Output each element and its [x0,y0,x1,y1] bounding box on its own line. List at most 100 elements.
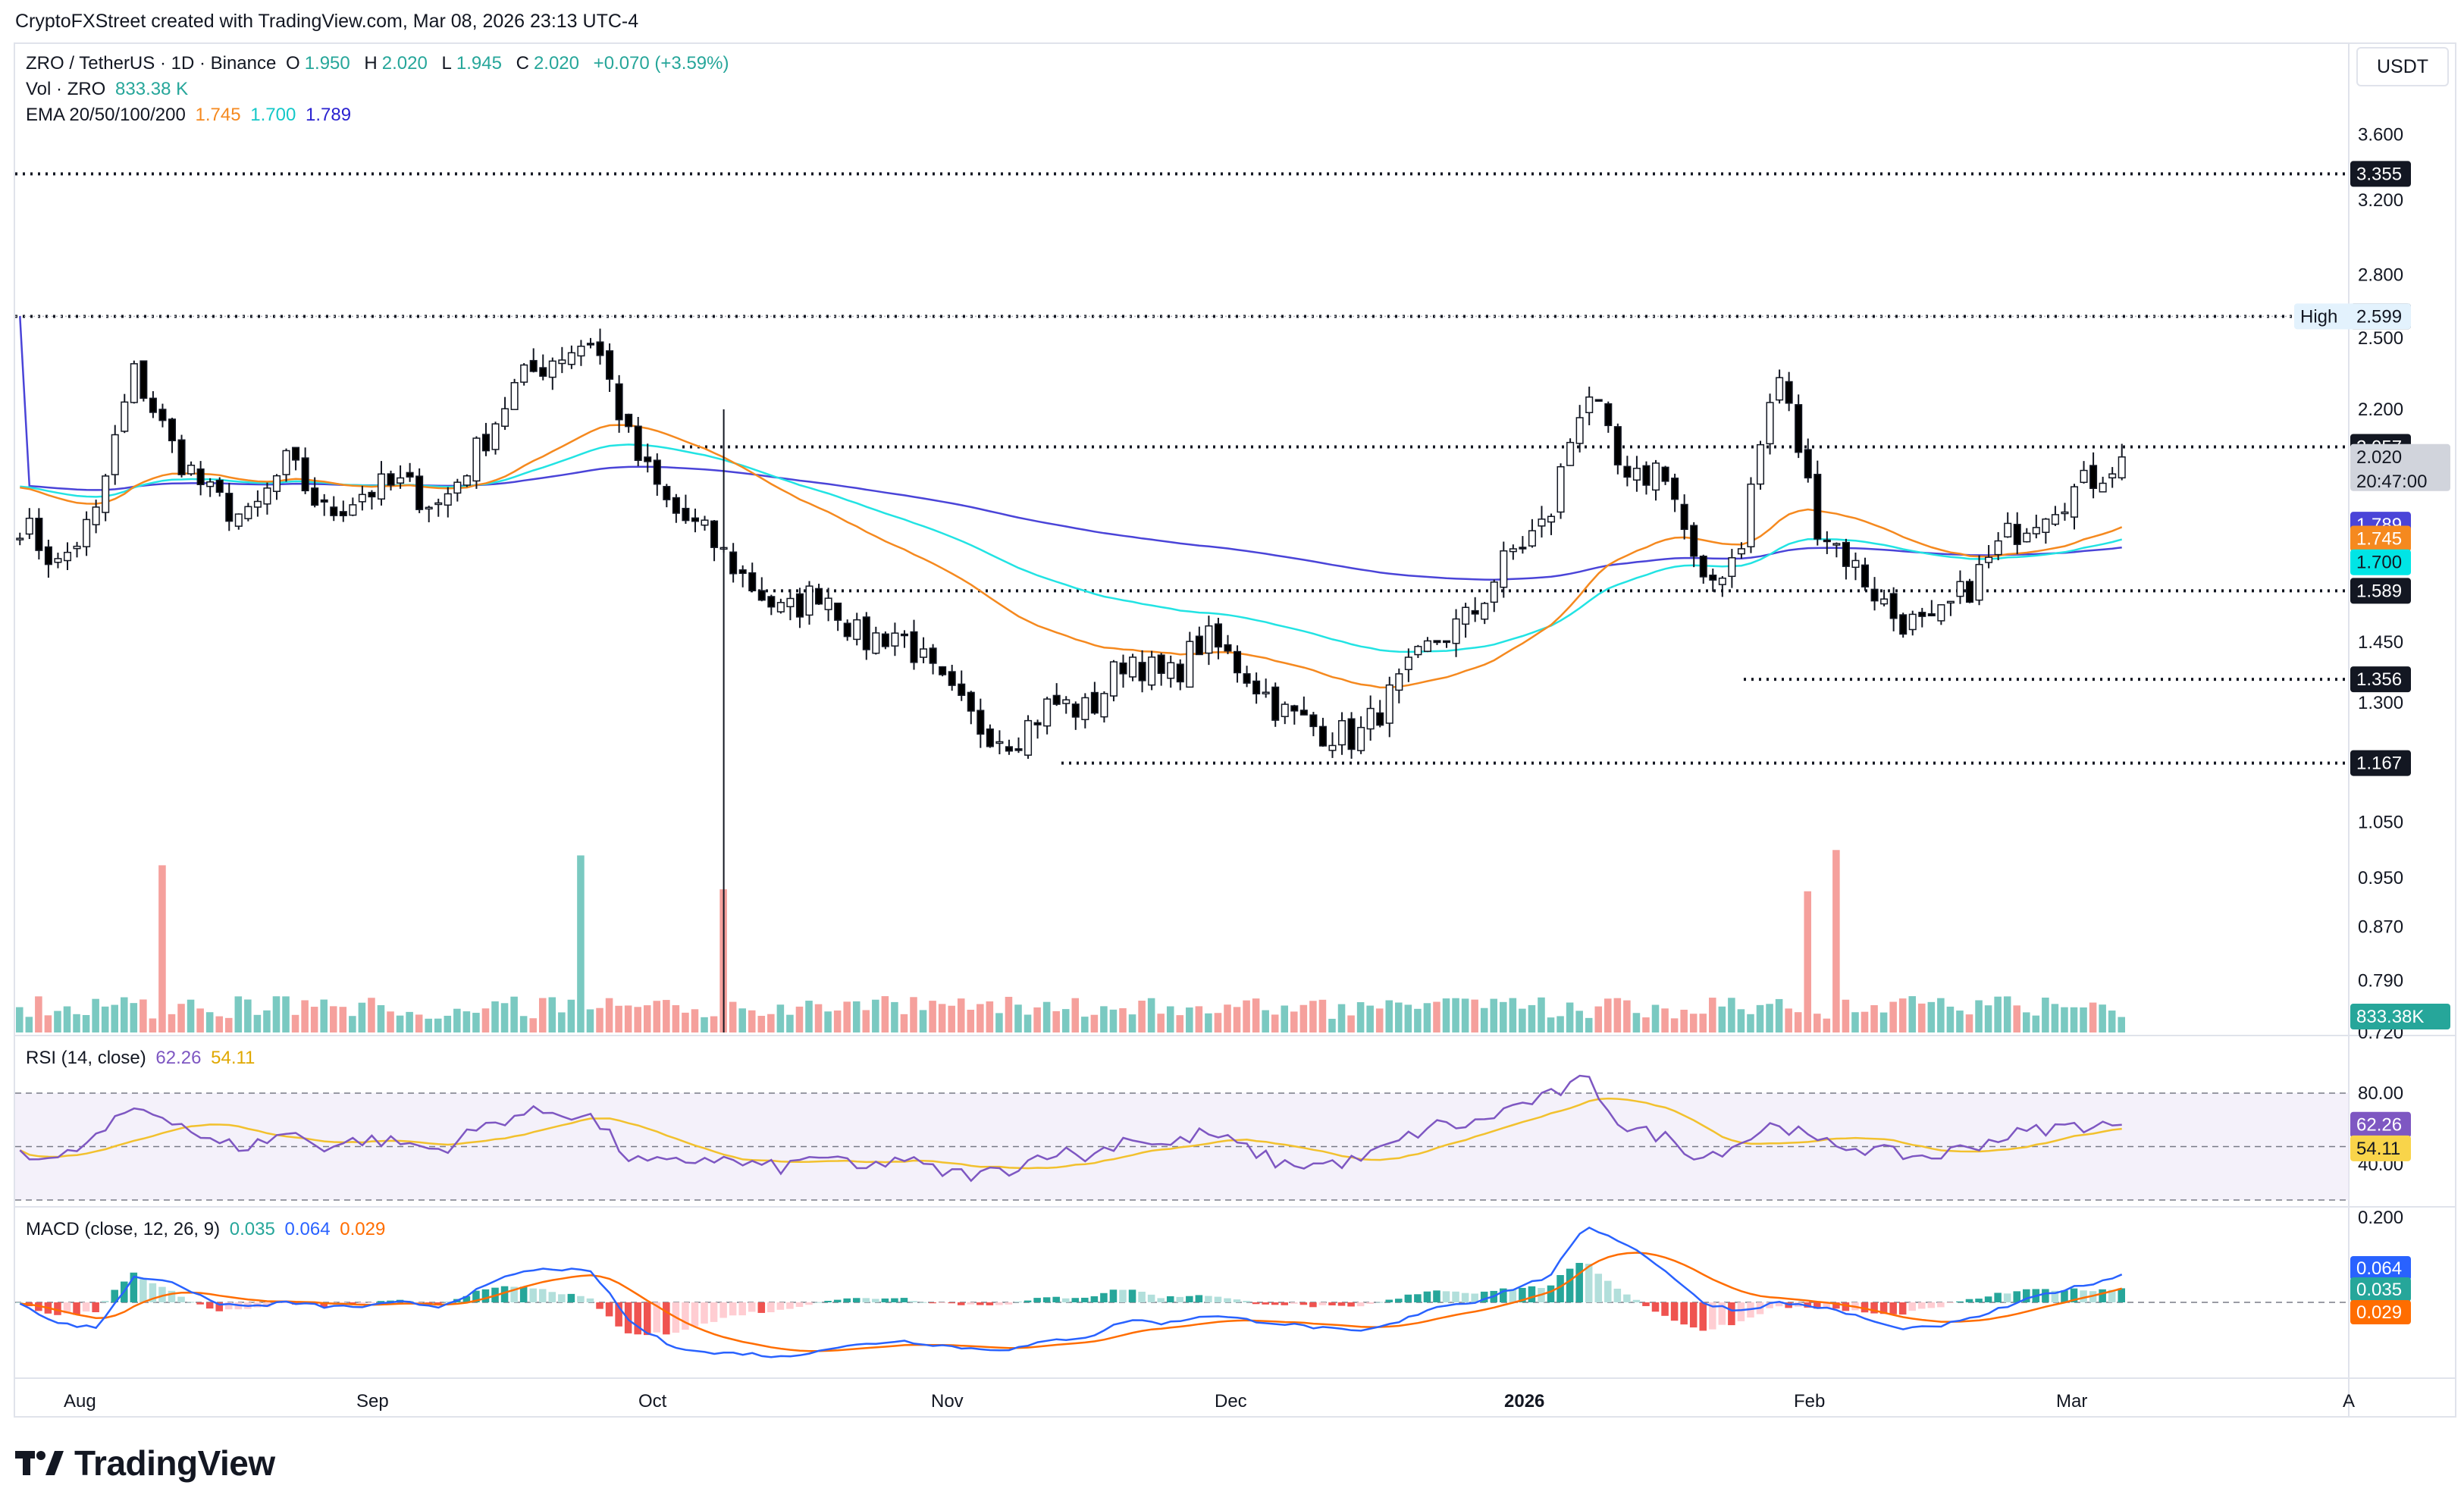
volume-bar [481,1008,490,1032]
candle-body [1814,474,1822,540]
macd-histogram-bar [967,1302,975,1305]
rsi-legend: RSI (14, close) 62.26 54.11 [26,1048,259,1069]
macd-histogram-bar [682,1302,689,1330]
volume-bar [453,1008,461,1032]
macd-histogram-bar [2051,1290,2059,1302]
candle-body [1956,581,1964,597]
macd-histogram-bar [101,1301,109,1302]
macd-histogram-bar [1594,1274,1603,1302]
candle-body [1186,641,1194,688]
volume-bar [1937,998,1945,1032]
macd-histogram-bar [1128,1289,1136,1302]
candle-body [330,506,338,516]
volume-bar [2023,1012,2030,1032]
candle-body [529,359,538,372]
volume-bar [862,1010,870,1032]
candle-body [1100,693,1108,718]
macd-histogram-bar [1556,1275,1564,1302]
macd-histogram-bar [63,1302,71,1314]
volume-bar [1699,1014,1707,1032]
volume-bar [263,1010,271,1032]
macd-histogram-bar [1661,1302,1669,1316]
time-axis-label: A [2343,1391,2355,1412]
candle-body [501,408,509,428]
volume-bar [900,1014,908,1032]
price-tick-label: 0.790 [2358,971,2403,992]
volume-label[interactable]: Vol · ZRO [26,79,106,99]
symbol-title[interactable]: ZRO / TetherUS · 1D · Binance [26,53,277,74]
candle-body [1148,656,1156,686]
ema20-tag-label: 1.745 [2356,528,2402,549]
candle-body [958,683,966,696]
macd-histogram-bar [577,1296,585,1302]
volume-value: 833.38 K [115,79,189,99]
rsi-label[interactable]: RSI (14, close) [26,1048,146,1068]
volume-bar [948,1005,955,1032]
volume-bar [1851,1012,1859,1032]
candle-body [177,439,186,475]
volume-bar [434,1018,442,1032]
volume-bar [92,998,99,1032]
macd-histogram-bar [919,1302,927,1303]
candle-body [349,504,357,516]
time-axis-label: Aug [64,1391,96,1412]
candle-body [140,360,148,400]
candle-body [491,423,500,450]
volume-bar [643,1005,651,1032]
candle-body [1299,710,1308,716]
macd-histogram-bar [1328,1302,1336,1305]
candle-body [44,546,52,566]
volume-bar [1775,998,1783,1032]
candle-body [881,633,889,647]
macd-histogram-bar [1994,1292,2002,1302]
macd-histogram-bar [1347,1302,1355,1307]
volume-bar [1794,1012,1802,1032]
rsi-ma-value: 54.11 [211,1048,255,1068]
high-marker-label: High [2300,306,2337,327]
candle-body [577,346,585,357]
macd-histogram-bar [1889,1302,1897,1314]
volume-bar [234,996,243,1032]
volume-bar [1946,1006,1955,1032]
ema200-value: 1.789 [305,105,352,125]
candle-body [425,506,433,510]
macd-histogram-bar [776,1302,785,1310]
volume-bar [16,1007,24,1032]
macd-histogram-bar [1689,1302,1698,1328]
macd-histogram-bar [92,1302,99,1313]
macd-histogram-bar [205,1302,214,1309]
candle-body [1776,377,1784,401]
candle-body [406,472,414,478]
volume-bar [938,1004,946,1032]
candle-body [1709,574,1717,581]
candle-body [234,513,243,527]
macd-histogram-bar [377,1301,385,1302]
macd-histogram-bar [1157,1298,1165,1302]
macd-histogram-bar [2003,1293,2011,1302]
volume-bar [738,1008,746,1032]
last-price-tag-label: 2.020 [2356,447,2402,468]
volume-bar [1071,998,1080,1032]
candle-body [1262,691,1270,694]
chart-frame[interactable] [14,42,2456,1418]
volume-bar [1452,998,1459,1032]
volume-bar [1100,1006,1108,1032]
volume-bar [1898,998,1907,1032]
macd-histogram-bar [814,1302,823,1303]
ema-label[interactable]: EMA 20/50/100/200 [26,105,186,125]
candle-body [1404,656,1412,670]
volume-bar [358,1002,366,1032]
macd-label[interactable]: MACD (close, 12, 26, 9) [26,1219,221,1239]
macd-histogram-bar [1766,1302,1773,1308]
tradingview-logo[interactable]: TradingView [15,1440,275,1486]
volume-bar [491,1001,499,1032]
currency-button[interactable]: USDT [2356,47,2449,86]
macd-histogram-bar [1166,1296,1174,1302]
volume-bar [25,1017,33,1032]
high-tag [2294,303,2411,330]
volume-bar [1804,891,1812,1032]
volume-bar [2099,1004,2106,1032]
candle-body [1718,577,1726,585]
candle-body [358,494,366,503]
